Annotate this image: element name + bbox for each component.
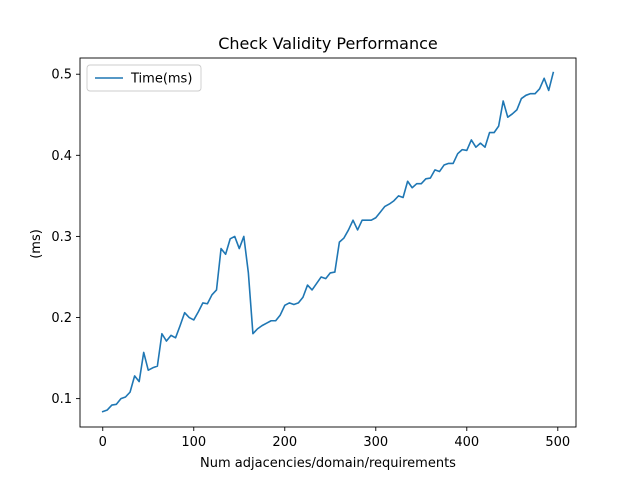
x-tick-label: 100 [181,435,206,450]
x-tick-label: 0 [99,435,107,450]
x-tick-label: 200 [272,435,297,450]
legend: Time(ms) [86,64,202,92]
y-tick-label: 0.1 [51,392,72,407]
x-axis-label: Num adjacencies/domain/requirements [200,456,456,471]
y-tick-label: 0.4 [51,149,72,164]
plot-frame [79,57,577,428]
y-axis-label: (ms) [29,229,44,259]
plot-area: 0 100 200 300 400 500 0.1 0.2 0.3 0.4 0.5 Time(ms) [51,57,577,450]
x-tick-label: 300 [363,435,388,450]
x-tick-label: 400 [454,435,479,450]
legend-box [86,64,202,92]
legend-label: Time(ms) [130,72,192,87]
x-tick-label: 500 [545,435,570,450]
y-tick-label: 0.2 [51,311,72,326]
y-tick-label: 0.3 [51,230,72,245]
chart-title: Check Validity Performance [218,34,438,53]
series-line-0 [101,71,555,413]
y-tick-label: 0.5 [51,68,72,83]
